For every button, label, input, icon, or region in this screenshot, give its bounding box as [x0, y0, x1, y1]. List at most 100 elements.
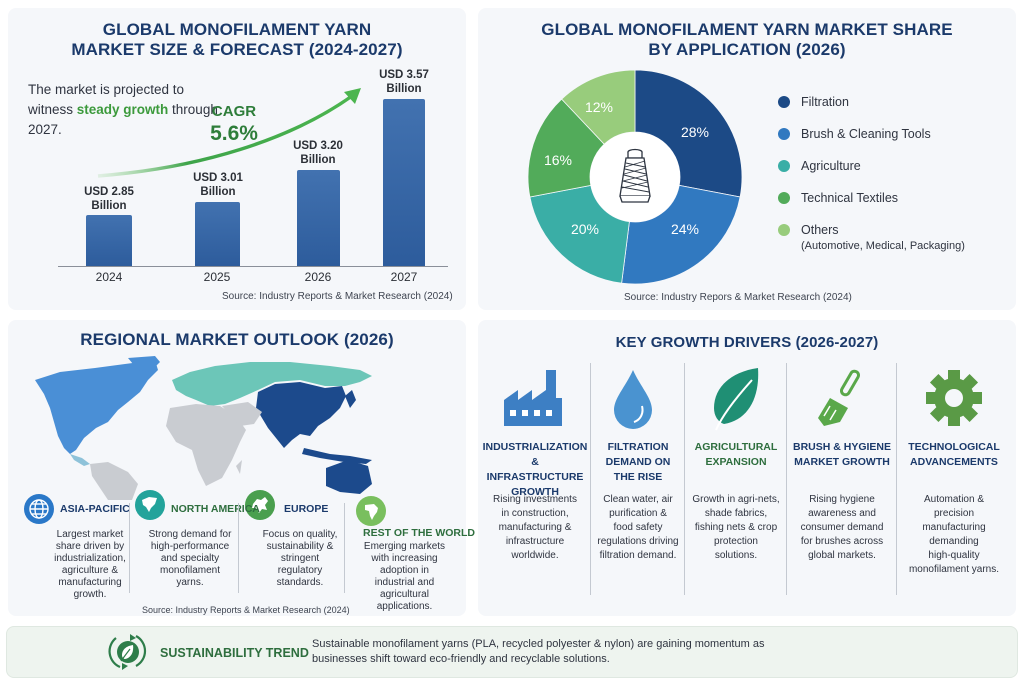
x-tick-2026: 2026: [304, 270, 332, 284]
bar-2027: [383, 99, 425, 266]
leaf-icon: [714, 368, 759, 431]
desc-line: food safety: [613, 522, 663, 533]
desc-line: industrialization,: [54, 553, 126, 564]
title-line: & INFRASTRUCTURE: [486, 456, 584, 483]
map-africa: [166, 404, 246, 486]
desc-line: and specialty: [160, 553, 220, 564]
region-desc-rest-of-world: Emerging markets with increasing adoptio…: [352, 541, 457, 613]
sustainability-banner: [6, 626, 1018, 678]
slice-label-brush: 24%: [671, 221, 699, 237]
brush-icon: [818, 369, 860, 426]
region-name-north-america: NORTH AMERICA: [171, 503, 260, 515]
driver-desc-filtration: Clean water, air purification & food saf…: [592, 493, 684, 563]
driver-divider: [896, 363, 897, 595]
bar-value-line1: USD 3.01: [193, 172, 243, 184]
desc-line: Clean water, air: [603, 494, 673, 505]
desc-line: sustainability &: [266, 541, 334, 552]
desc-line: precision: [933, 508, 975, 519]
title-line: AGRICULTURAL: [694, 441, 778, 453]
growth-drivers-panel: [478, 320, 1016, 616]
market-size-title: GLOBAL MONOFILAMENT YARN MARKET SIZE & F…: [8, 20, 466, 60]
market-share-title-line2: BY APPLICATION (2026): [648, 40, 846, 59]
market-share-title: GLOBAL MONOFILAMENT YARN MARKET SHARE BY…: [478, 20, 1016, 60]
desc-line: Strong demand for: [148, 529, 232, 540]
desc-line: growth.: [73, 589, 107, 600]
driver-desc-technological: Automation & precision manufacturing dem…: [898, 493, 1010, 577]
region-desc-north-america: Strong demand for high-performance and s…: [140, 529, 240, 589]
title-line: GROWTH: [511, 486, 559, 498]
driver-title-technological: TECHNOLOGICAL ADVANCEMENTS: [898, 440, 1010, 470]
legend-label: Others: [801, 223, 839, 237]
bar-value-line1: USD 2.85: [84, 186, 134, 198]
driver-desc-agricultural: Growth in agri-nets, shade fabrics, fish…: [686, 493, 786, 563]
driver-title-filtration: FILTRATION DEMAND ON THE RISE: [592, 440, 684, 485]
slice-label-others: 12%: [585, 99, 613, 115]
desc-line: adoption in: [380, 565, 429, 576]
title-line: BRUSH & HYGIENE: [792, 441, 891, 453]
legend-dot-icon: [778, 128, 790, 140]
africa-icon: [356, 496, 386, 526]
yarn-cone-icon: [619, 148, 651, 203]
driver-divider: [786, 363, 787, 595]
intro-highlight: steady growth: [76, 102, 169, 117]
driver-title-industrialization: INDUSTRIALIZATION & INFRASTRUCTURE GROWT…: [482, 440, 588, 500]
x-tick-2024: 2024: [95, 270, 123, 284]
title-line: ADVANCEMENTS: [910, 456, 998, 468]
legend-dot-icon: [778, 96, 790, 108]
desc-line: Focus on quality,: [262, 529, 338, 540]
bar-2024: [86, 215, 132, 266]
desc-line: global markets.: [808, 550, 876, 561]
map-south-america: [90, 462, 138, 500]
region-divider: [238, 503, 239, 593]
map-australia: [326, 460, 372, 494]
driver-title-brush-hygiene: BRUSH & HYGIENE MARKET GROWTH: [788, 440, 896, 470]
desc-line: monofilament: [159, 565, 221, 576]
desc-line: manufacturing &: [498, 522, 572, 533]
sustainability-text-line1: Sustainable monofilament yarns (PLA, rec…: [312, 638, 765, 650]
x-tick-2025: 2025: [203, 270, 231, 284]
market-size-title-line1: GLOBAL MONOFILAMENT YARN: [102, 20, 372, 39]
desc-line: consumer demand: [800, 522, 884, 533]
legend-item-agriculture: Agriculture: [778, 159, 861, 173]
sustainability-text: Sustainable monofilament yarns (PLA, rec…: [312, 637, 912, 667]
growth-arrow-icon: [97, 88, 361, 178]
sustainability-text-line2: businesses shift toward eco-friendly and…: [312, 653, 610, 665]
bar-value-2025: USD 3.01 Billion: [173, 171, 263, 199]
desc-line: Emerging markets: [363, 541, 446, 552]
region-name-rest-of-world: REST OF THE WORLD: [363, 527, 475, 539]
map-europe-russia: [172, 362, 372, 406]
cagr-value: 5.6%: [210, 122, 258, 145]
map-japan: [345, 390, 356, 408]
bar-value-line2: Billion: [91, 200, 127, 212]
map-greenland: [128, 356, 160, 372]
legend-label: Filtration: [801, 95, 849, 109]
legend-dot-icon: [778, 160, 790, 172]
desc-line: Growth in agri-nets,: [692, 494, 780, 505]
driver-desc-brush-hygiene: Rising hygiene awareness and consumer de…: [788, 493, 896, 563]
map-north-america: [35, 360, 158, 454]
cagr-callout: CAGR 5.6%: [204, 103, 264, 147]
bar-value-line1: USD 3.20: [293, 140, 343, 152]
bar-value-line2: Billion: [300, 154, 336, 166]
globe-icon: [24, 494, 54, 524]
desc-line: stringent: [280, 553, 320, 564]
title-line: THE RISE: [613, 471, 663, 483]
desc-line: share driven by: [55, 541, 125, 552]
legend-label: Technical Textiles: [801, 191, 899, 205]
slice-label-technical: 16%: [544, 152, 572, 168]
driver-desc-industrialization: Rising investments in construction, manu…: [482, 493, 588, 563]
desc-line: Largest market: [56, 529, 124, 540]
driver-divider: [590, 363, 591, 595]
cagr-label: CAGR: [211, 103, 257, 120]
regional-source: Source: Industry Reports & Market Resear…: [142, 605, 350, 615]
regional-title: REGIONAL MARKET OUTLOOK (2026): [80, 330, 394, 349]
region-desc-asia-pacific: Largest market share driven by industria…: [40, 529, 140, 601]
bar-value-2024: USD 2.85 Billion: [64, 185, 154, 213]
desc-line: monofilament yarns.: [908, 564, 1000, 575]
desc-line: Rising investments: [493, 494, 577, 505]
legend-label: Agriculture: [801, 159, 861, 173]
bar-2026: [297, 170, 340, 266]
x-tick-2027: 2027: [390, 270, 418, 284]
desc-line: yarns.: [176, 577, 204, 588]
desc-line: industrial and: [374, 577, 435, 588]
